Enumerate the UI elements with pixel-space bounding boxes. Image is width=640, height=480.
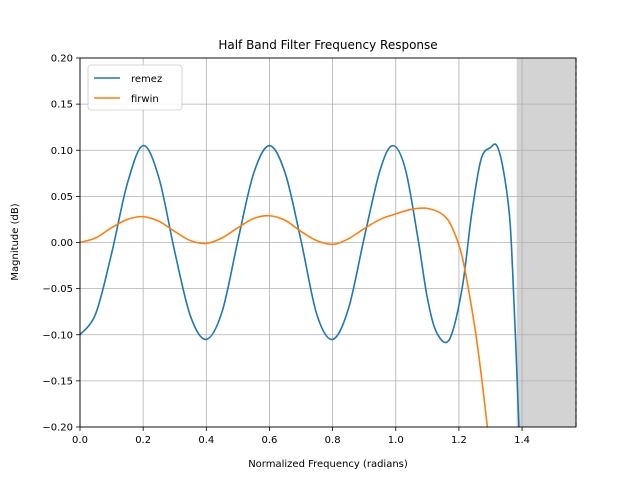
y-tick-label: −0.05 bbox=[42, 284, 73, 295]
y-tick-label: −0.10 bbox=[42, 330, 73, 341]
y-tick-label: 0.00 bbox=[51, 238, 73, 249]
y-tick-label: 0.20 bbox=[51, 54, 73, 65]
y-tick-label: −0.15 bbox=[42, 376, 73, 387]
x-tick-label: 0.6 bbox=[262, 435, 278, 446]
plot-area: 0.0 0.2 0.4 0.6 0.8 1.0 1.2 1.4 −0.20 −0.15 −0.10 −… bbox=[42, 54, 577, 446]
x-tick-label: 1.0 bbox=[388, 435, 404, 446]
legend: remez firwin bbox=[87, 64, 183, 111]
x-tick-label: 1.4 bbox=[514, 435, 530, 446]
x-axis-label: Normalized Frequency (radians) bbox=[248, 459, 408, 470]
chart-title: Half Band Filter Frequency Response bbox=[218, 38, 437, 52]
x-tick-label: 0.0 bbox=[72, 435, 88, 446]
x-tick-label: 0.2 bbox=[135, 435, 151, 446]
x-tick-label: 1.2 bbox=[451, 435, 467, 446]
y-tick-label: 0.15 bbox=[51, 100, 73, 111]
series-line-remez bbox=[80, 143, 520, 427]
series-group bbox=[80, 143, 520, 427]
legend-label-remez: remez bbox=[131, 74, 162, 85]
x-tick-label: 0.8 bbox=[325, 435, 341, 446]
series-line-firwin bbox=[80, 207, 489, 427]
y-tick-label: −0.20 bbox=[42, 423, 73, 434]
y-axis-label: Magnitude (dB) bbox=[10, 203, 21, 280]
legend-label-firwin: firwin bbox=[131, 94, 159, 105]
y-tick-label: 0.10 bbox=[51, 146, 73, 157]
y-tick-label: 0.05 bbox=[51, 192, 73, 203]
x-tick-label: 0.4 bbox=[198, 435, 214, 446]
